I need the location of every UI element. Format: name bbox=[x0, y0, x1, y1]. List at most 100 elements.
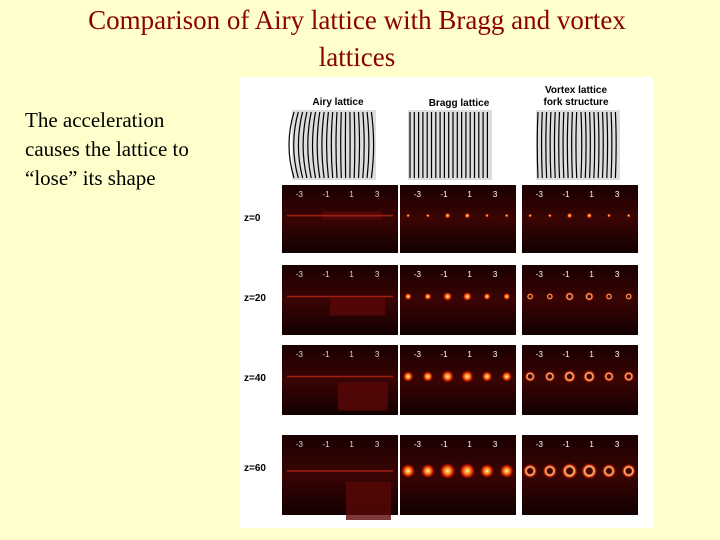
beam-spot bbox=[425, 213, 430, 218]
beam-label: 3 bbox=[493, 190, 498, 199]
fringe bbox=[593, 111, 596, 179]
beam-label: 1 bbox=[589, 190, 594, 199]
panel bbox=[400, 185, 516, 253]
beam-label: -1 bbox=[563, 270, 571, 279]
beam-spot bbox=[402, 370, 414, 383]
beam-spot bbox=[483, 292, 491, 301]
beam-label: 3 bbox=[493, 270, 498, 279]
beam-spot bbox=[624, 292, 633, 301]
beam-spot bbox=[404, 292, 412, 301]
beam-spot bbox=[522, 463, 538, 479]
beam-label: 1 bbox=[589, 440, 594, 449]
panel bbox=[522, 435, 638, 515]
column-header: Airy lattice bbox=[312, 97, 364, 108]
fringe bbox=[335, 111, 338, 179]
beam-spot bbox=[422, 370, 434, 383]
beam-spot bbox=[580, 462, 598, 480]
beam-spot bbox=[626, 213, 631, 218]
fringe bbox=[370, 111, 375, 179]
beam-label: -3 bbox=[296, 350, 304, 359]
beam-label: 1 bbox=[467, 350, 472, 359]
beam-spot bbox=[623, 370, 635, 383]
beam-spot bbox=[544, 370, 556, 383]
panel bbox=[522, 265, 638, 335]
beam-label: -1 bbox=[563, 350, 571, 359]
fringe bbox=[614, 111, 617, 179]
beam-spot bbox=[524, 370, 536, 383]
panel bbox=[522, 345, 638, 415]
body-text: “lose” its shape bbox=[25, 166, 156, 190]
beam-spot bbox=[499, 463, 515, 479]
beam-label: 3 bbox=[493, 350, 498, 359]
fringe bbox=[326, 111, 329, 179]
beam-label: 3 bbox=[615, 190, 620, 199]
fringe bbox=[606, 111, 609, 179]
fringe bbox=[297, 111, 304, 179]
beam-label: -3 bbox=[536, 190, 544, 199]
beam-spot bbox=[442, 291, 453, 302]
beam-label: 3 bbox=[493, 440, 498, 449]
fringe bbox=[575, 111, 578, 179]
beam-spot bbox=[462, 291, 473, 302]
beam-label: -3 bbox=[536, 270, 544, 279]
fringe bbox=[293, 111, 299, 179]
beam-spot bbox=[458, 462, 476, 480]
beam-spot bbox=[504, 213, 509, 218]
column-header: Vortex lattice bbox=[545, 85, 607, 96]
beam-label: -1 bbox=[563, 190, 571, 199]
beam-spot bbox=[502, 292, 511, 301]
beam-label: -3 bbox=[536, 350, 544, 359]
beam-spot bbox=[582, 369, 596, 384]
fringe bbox=[553, 111, 556, 179]
fringe bbox=[584, 111, 587, 179]
beam-label: -1 bbox=[441, 190, 449, 199]
beam-label: -1 bbox=[323, 440, 331, 449]
fringe bbox=[311, 111, 317, 179]
beam-spot bbox=[566, 212, 573, 219]
beam-spot bbox=[547, 213, 552, 218]
beam-label: 1 bbox=[349, 190, 354, 199]
beam-spot bbox=[479, 463, 495, 479]
beam-label: 3 bbox=[615, 350, 620, 359]
panel bbox=[522, 185, 638, 253]
beam-spot bbox=[542, 463, 558, 479]
figure: Airy lattice Bragg lattice Vortex latticef… bbox=[240, 77, 654, 528]
beam-label: -3 bbox=[414, 350, 422, 359]
beam-spot bbox=[420, 463, 436, 479]
fringe bbox=[366, 111, 370, 179]
fringe bbox=[536, 111, 539, 179]
beam-label: -1 bbox=[563, 440, 571, 449]
title-line: Comparison of Airy lattice with Bragg an… bbox=[88, 5, 626, 35]
beam-spot bbox=[546, 292, 554, 301]
fringe bbox=[566, 111, 569, 179]
beam-label: 3 bbox=[375, 190, 380, 199]
beam-label: 1 bbox=[589, 350, 594, 359]
beam-label: -1 bbox=[323, 190, 331, 199]
beam-spot bbox=[528, 213, 533, 218]
body-text: causes the lattice to bbox=[25, 137, 189, 161]
beam-label: -1 bbox=[323, 270, 331, 279]
row-label: z=60 bbox=[244, 463, 266, 474]
beam-label: 3 bbox=[375, 270, 380, 279]
fringe bbox=[321, 111, 325, 179]
beam-label: -3 bbox=[536, 440, 544, 449]
beam-label: 3 bbox=[375, 440, 380, 449]
beam-spot bbox=[424, 292, 432, 301]
row-label: z=20 bbox=[244, 293, 266, 304]
fringe bbox=[571, 111, 573, 179]
beam-label: 1 bbox=[467, 270, 472, 279]
fringe bbox=[549, 111, 552, 179]
column-header: fork structure bbox=[543, 97, 608, 108]
panel bbox=[400, 345, 516, 415]
fringe bbox=[589, 111, 591, 179]
panel bbox=[400, 265, 516, 335]
slide-title: Comparison of Airy lattice with Bragg an… bbox=[0, 2, 714, 76]
beam-label: -3 bbox=[296, 270, 304, 279]
fringe bbox=[307, 111, 312, 179]
beam-label: -1 bbox=[323, 350, 331, 359]
beam-label: -1 bbox=[441, 270, 449, 279]
row-label: z=40 bbox=[244, 373, 266, 384]
beam-spot bbox=[440, 369, 455, 384]
beam-spot bbox=[601, 463, 617, 479]
